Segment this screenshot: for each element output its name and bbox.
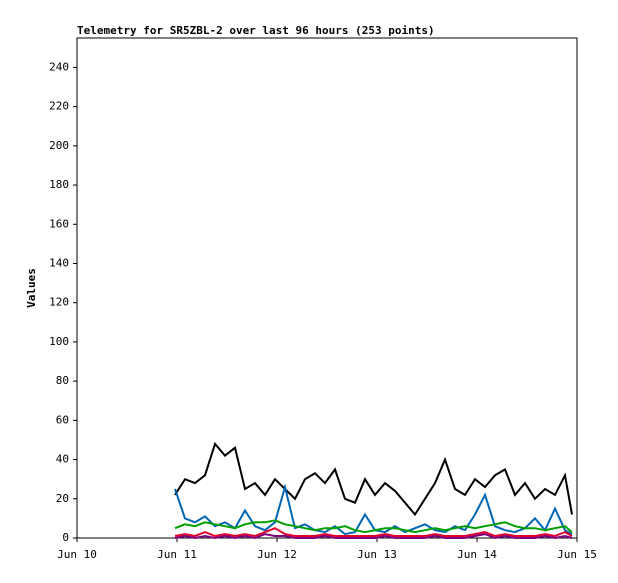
y-tick-label: 40	[56, 453, 69, 466]
y-tick-label: 180	[49, 178, 69, 191]
y-tick-label: 160	[49, 217, 69, 230]
series-line	[174, 527, 573, 538]
y-tick-label: 120	[49, 296, 69, 309]
y-tick-label: 200	[49, 139, 69, 152]
y-tick-label: 80	[56, 374, 69, 387]
y-tick-label: 0	[62, 531, 69, 544]
y-tick-label: 140	[49, 256, 69, 269]
x-tick-label: Jun 13	[357, 548, 397, 561]
y-tick-label: 220	[49, 100, 69, 113]
x-tick-label: Jun 12	[257, 548, 297, 561]
series-line	[174, 533, 573, 540]
x-tick-label: Jun 11	[157, 548, 197, 561]
y-tick-label: 20	[56, 492, 69, 505]
plot-frame	[76, 37, 578, 539]
y-tick-label: 100	[49, 335, 69, 348]
series-line	[174, 441, 573, 517]
x-tick-label: Jun 15	[557, 548, 597, 561]
x-tick-label: Jun 10	[57, 548, 97, 561]
chart-title: Telemetry for SR5ZBL-2 over last 96 hour…	[77, 24, 435, 37]
series-line	[174, 519, 573, 534]
y-axis-label: Values	[25, 268, 38, 308]
y-tick-label: 240	[49, 60, 69, 73]
y-tick-label: 60	[56, 413, 69, 426]
x-tick-label: Jun 14	[457, 548, 497, 561]
